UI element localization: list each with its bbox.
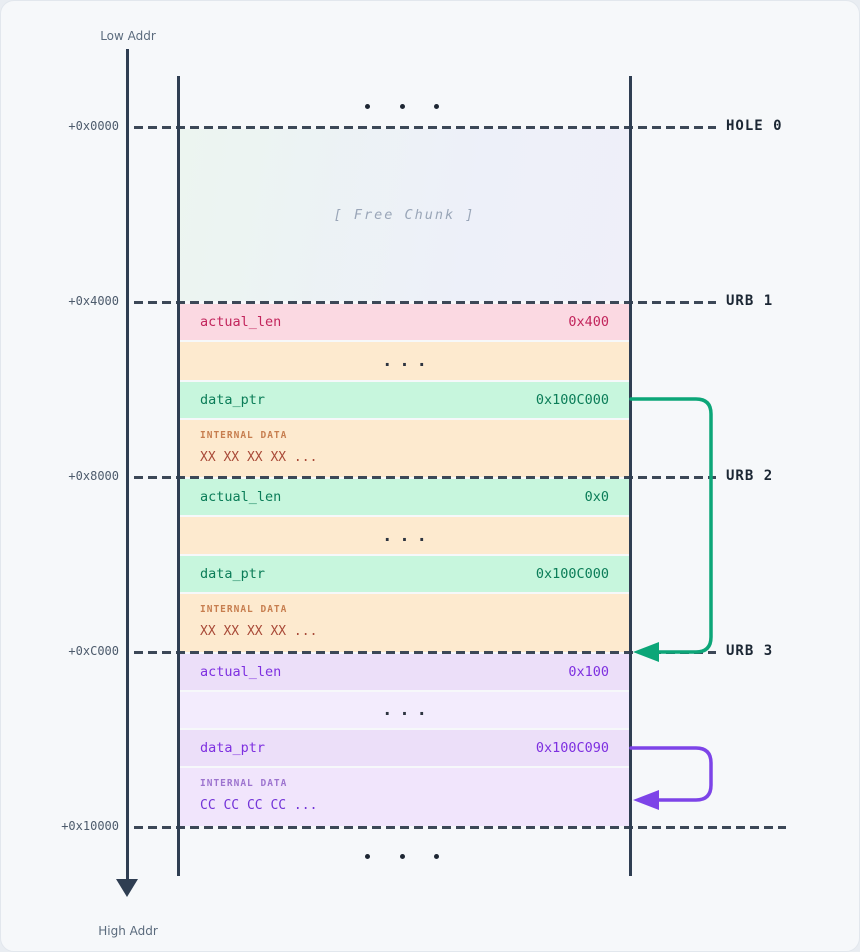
region-label-hole-0: HOLE 0 [726, 118, 783, 134]
region-label-urb-2: URB 2 [726, 468, 774, 484]
internal-data-value: XX XX XX XX ... [200, 624, 318, 639]
addr-label-0x0000: +0x0000 [68, 119, 119, 133]
field-value: 0x100C090 [535, 740, 609, 756]
field-label: data_ptr [200, 392, 266, 408]
row-actual-len: actual_len 0x0 [180, 479, 629, 515]
boundary-line-0xC000 [134, 651, 716, 654]
ellipsis-dots-top [365, 104, 439, 109]
field-value: 0x0 [584, 489, 609, 505]
row-data-ptr: data_ptr 0x100C090 [180, 730, 629, 766]
ellipsis-text: ... [382, 525, 434, 546]
row-internal-data: INTERNAL DATA XX XX XX XX ... [180, 594, 629, 652]
dot-icon [399, 854, 405, 859]
row-data-ptr: data_ptr 0x100C000 [180, 382, 629, 418]
internal-data-value: XX XX XX XX ... [200, 450, 318, 465]
addr-label-0x4000: +0x4000 [68, 294, 119, 308]
addr-label-0xC000: +0xC000 [68, 644, 119, 658]
data-ptr-arrow-green [629, 397, 713, 662]
row-ellipsis: ... [180, 342, 629, 380]
internal-data-label: INTERNAL DATA [200, 778, 288, 789]
dot-icon [399, 104, 405, 109]
internal-data-label: INTERNAL DATA [200, 604, 288, 615]
field-value: 0x100 [568, 664, 609, 680]
field-label: actual_len [200, 489, 282, 505]
row-internal-data: INTERNAL DATA XX XX XX XX ... [180, 420, 629, 477]
boundary-line-0x0000 [134, 126, 716, 129]
dot-icon [434, 104, 439, 109]
memory-column-left-border [177, 76, 180, 876]
boundary-line-0x4000 [134, 301, 716, 304]
addr-label-0x10000: +0x10000 [61, 819, 119, 833]
internal-data-label: INTERNAL DATA [200, 430, 288, 441]
field-value: 0x100C000 [535, 566, 609, 582]
boundary-line-0x8000 [134, 476, 716, 479]
dot-icon [365, 854, 370, 859]
arrowhead-left-icon [633, 790, 659, 810]
free-chunk-region: [ Free Chunk ] [180, 129, 629, 301]
field-label: actual_len [200, 664, 282, 680]
ellipsis-text: ... [382, 700, 434, 720]
field-label: data_ptr [200, 566, 266, 582]
memory-column-right-border [629, 76, 632, 876]
ellipsis-text: ... [382, 351, 434, 371]
axis-down-arrow-icon [116, 879, 138, 897]
row-actual-len: actual_len 0x400 [180, 304, 629, 340]
free-chunk-label: [ Free Chunk ] [333, 207, 476, 223]
region-label-urb-1: URB 1 [726, 293, 774, 309]
field-value: 0x400 [568, 314, 609, 330]
row-ellipsis: ... [180, 692, 629, 728]
row-ellipsis: ... [180, 517, 629, 554]
dot-icon [365, 104, 370, 109]
field-label: actual_len [200, 314, 282, 330]
row-actual-len: actual_len 0x100 [180, 654, 629, 690]
low-addr-label: Low Addr [100, 29, 156, 43]
boundary-line-0x10000 [134, 826, 786, 829]
ellipsis-dots-bottom [365, 854, 439, 859]
address-axis-line [126, 49, 129, 881]
row-data-ptr: data_ptr 0x100C000 [180, 556, 629, 592]
addr-label-0x8000: +0x8000 [68, 469, 119, 483]
row-internal-data: INTERNAL DATA CC CC CC CC ... [180, 768, 629, 826]
field-value: 0x100C000 [535, 392, 609, 408]
internal-data-value: CC CC CC CC ... [200, 798, 318, 813]
region-label-urb-3: URB 3 [726, 643, 774, 659]
dot-icon [434, 854, 439, 859]
high-addr-label: High Addr [98, 924, 158, 938]
data-ptr-arrow-purple [629, 746, 713, 810]
field-label: data_ptr [200, 740, 266, 756]
